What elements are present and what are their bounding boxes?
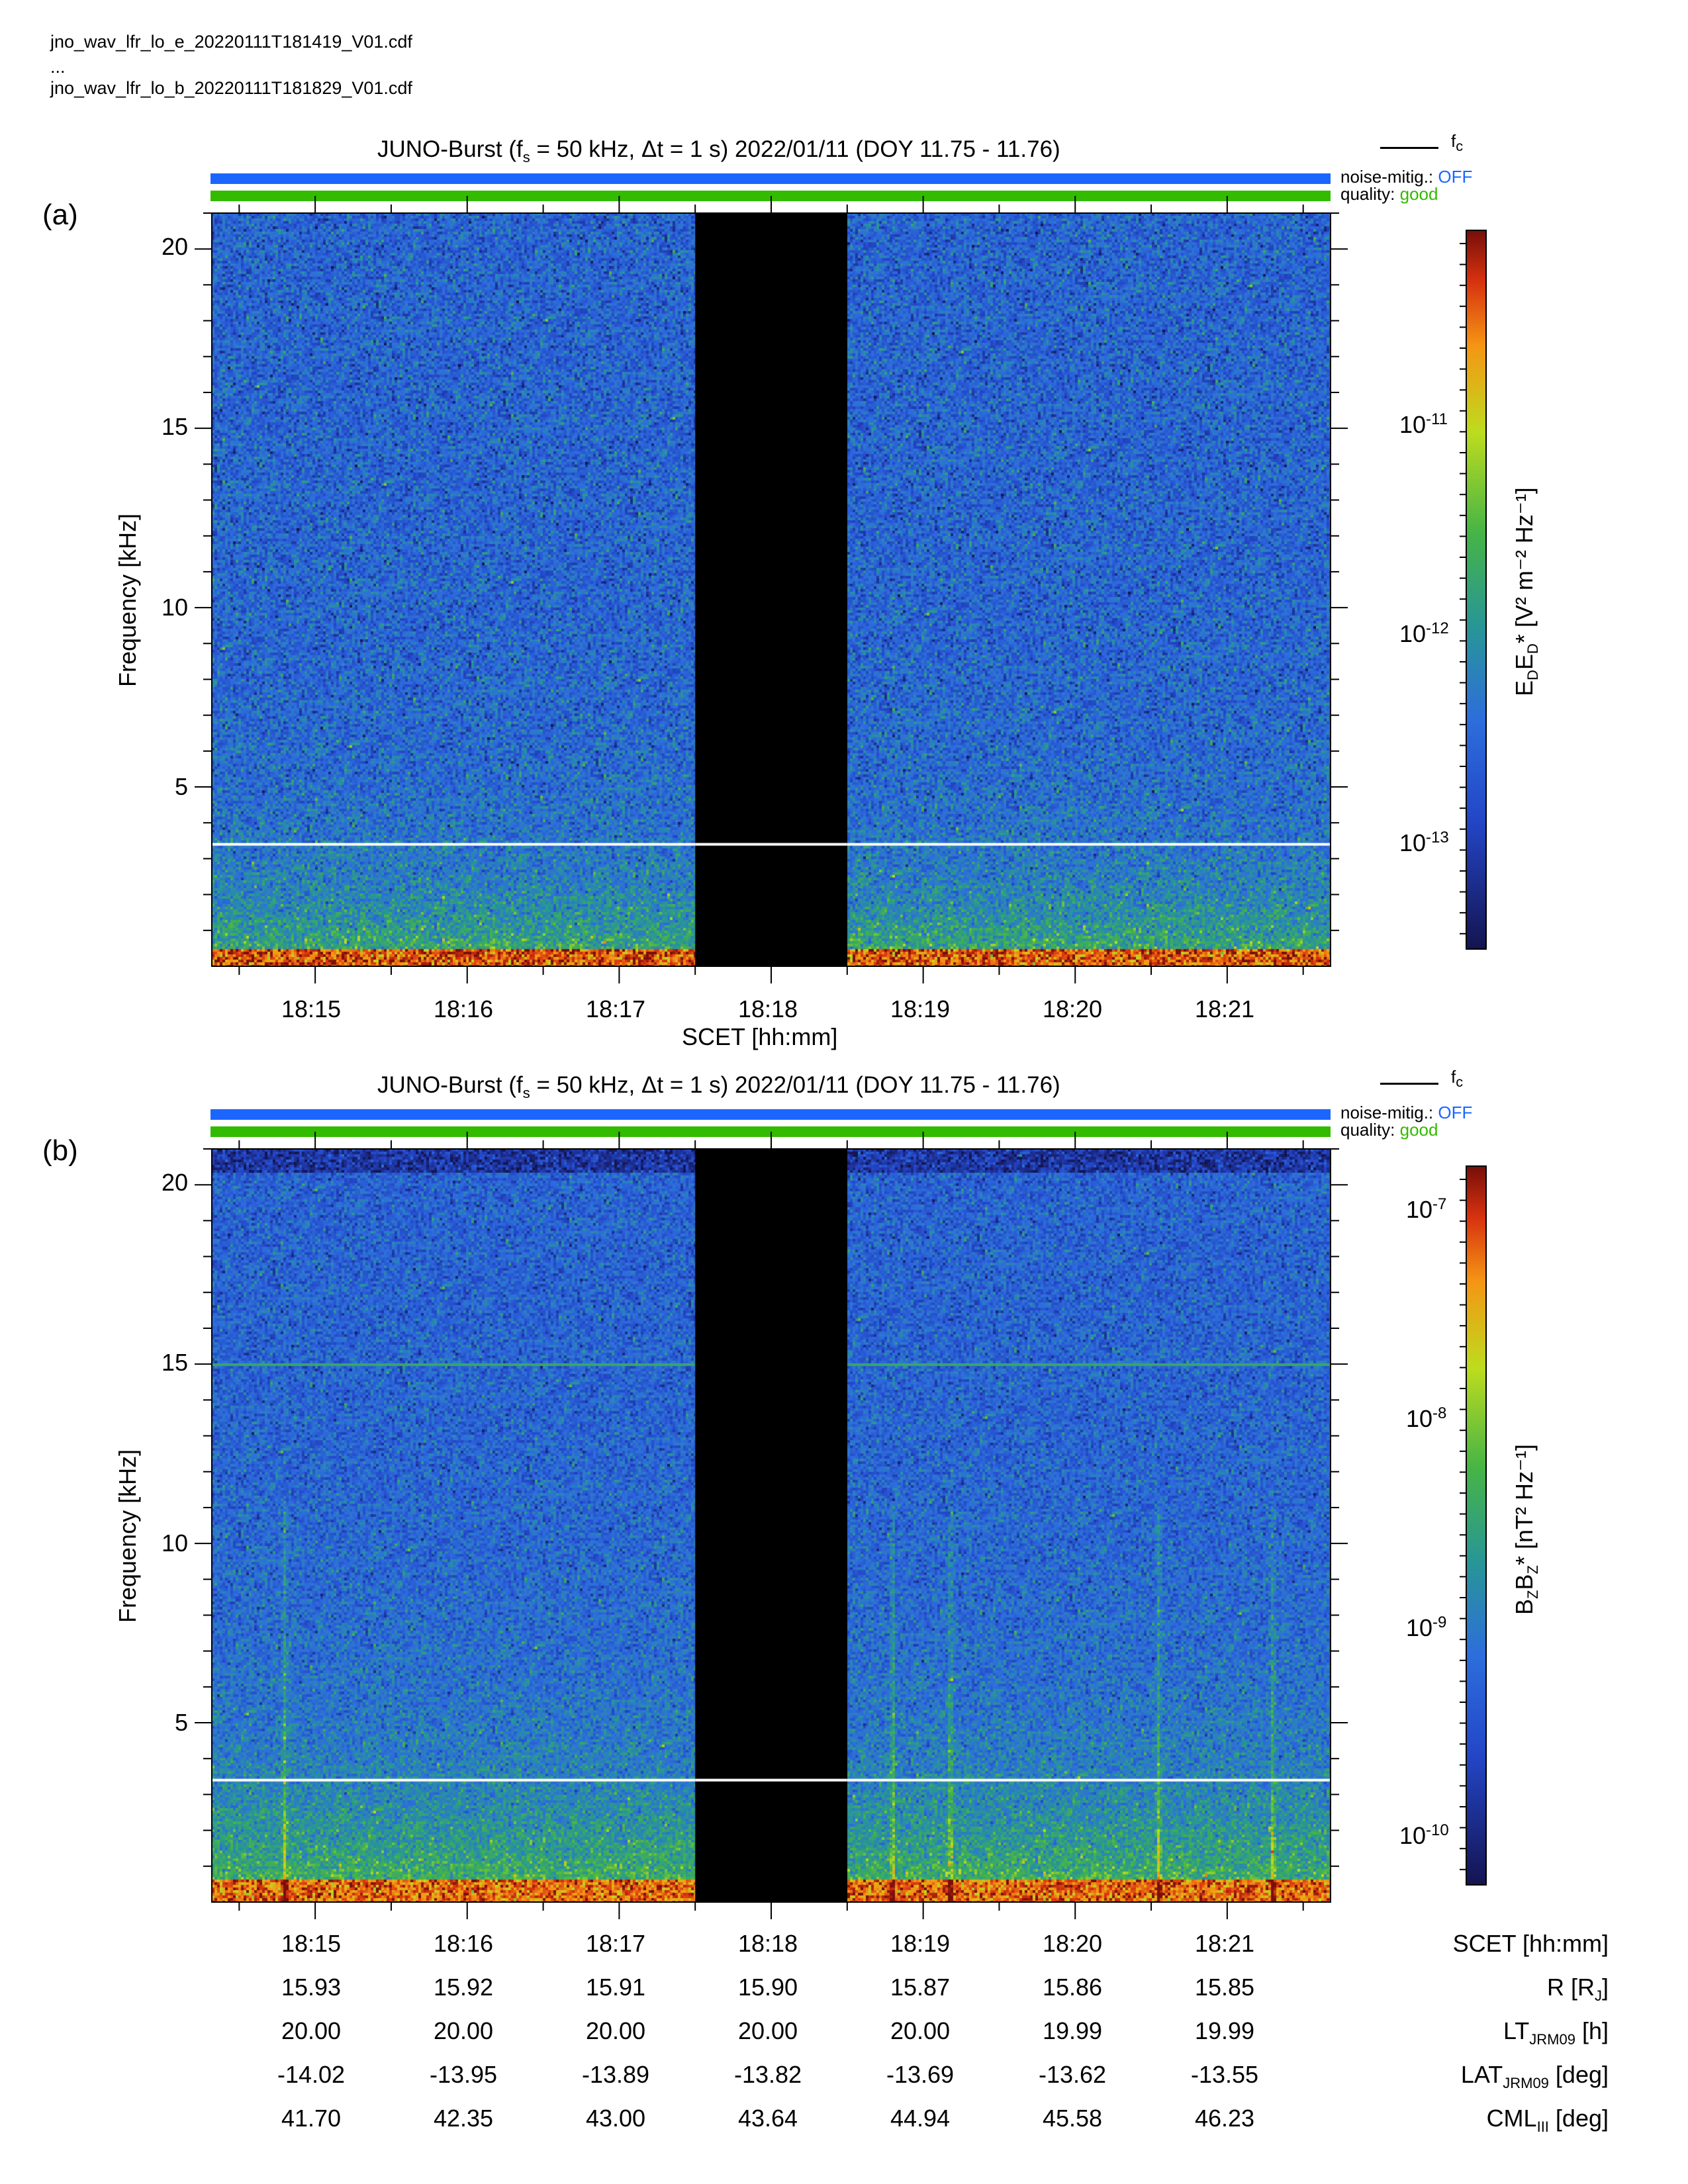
fc-legend-label-b: fc	[1451, 1067, 1464, 1091]
ephemeris-value-4-4: 44.94	[890, 2105, 951, 2132]
ephemeris-value-4-3: 43.64	[737, 2105, 798, 2132]
x-tick-a-3: 18:18	[737, 995, 798, 1023]
x-tick-a-6: 18:21	[1194, 995, 1255, 1023]
spectrogram-b	[212, 1149, 1331, 1902]
ephemeris-value-4-0: 41.70	[281, 2105, 342, 2132]
quality-legend-a: quality: good	[1340, 184, 1438, 204]
ephemeris-value-2-4: 20.00	[890, 2017, 951, 2044]
ephemeris-value-1-6: 15.85	[1194, 1974, 1255, 2001]
colorbar-a-tick-2: 10-13	[1399, 829, 1449, 856]
panel-a-title: JUNO-Burst (fs = 50 kHz, Δt = 1 s) 2022/…	[377, 136, 1060, 165]
y-tick-a-15: 15	[161, 413, 188, 440]
quality-legend-b: quality: good	[1340, 1120, 1438, 1140]
ephemeris-value-3-4: -13.69	[886, 2061, 955, 2088]
colorbar-frame-a	[1466, 230, 1487, 950]
plot-frame-a	[211, 212, 1331, 967]
spectrogram-a	[212, 213, 1331, 966]
ephemeris-row-label-0: SCET [hh:mm]	[1452, 1930, 1609, 1957]
x-tick-a-0: 18:15	[281, 995, 342, 1023]
fc-legend-label-a: fc	[1451, 131, 1464, 155]
colorbar-b-tick-2: 10-9	[1406, 1614, 1447, 1641]
ephemeris-value-4-1: 42.35	[433, 2105, 494, 2132]
ephemeris-value-0-0: 18:15	[281, 1930, 342, 1957]
x-tick-a-2: 18:17	[585, 995, 646, 1023]
noise-mitigation-bar-b	[211, 1109, 1331, 1120]
ephemeris-row-label-2: LTJRM09 [h]	[1503, 2017, 1609, 2048]
ephemeris-value-4-5: 45.58	[1042, 2105, 1103, 2132]
panel-b-title: JUNO-Burst (fs = 50 kHz, Δt = 1 s) 2022/…	[377, 1072, 1060, 1101]
colorbar-b	[1466, 1166, 1486, 1885]
ephemeris-value-3-6: -13.55	[1190, 2061, 1259, 2088]
ephemeris-value-2-3: 20.00	[737, 2017, 798, 2044]
x-tick-a-4: 18:19	[890, 995, 951, 1023]
ephemeris-value-4-6: 46.23	[1194, 2105, 1255, 2132]
noise-mitigation-legend-b: noise-mitig.: OFF	[1340, 1103, 1473, 1122]
colorbar-a-tick-0: 10-11	[1399, 410, 1448, 438]
fc-legend-line-a	[1380, 147, 1438, 149]
ephemeris-value-3-1: -13.95	[429, 2061, 498, 2088]
ephemeris-value-1-3: 15.90	[737, 1974, 798, 2001]
ephemeris-value-1-1: 15.92	[433, 1974, 494, 2001]
ephemeris-value-1-0: 15.93	[281, 1974, 342, 2001]
ephemeris-value-3-2: -13.89	[581, 2061, 650, 2088]
ephemeris-value-2-2: 20.00	[585, 2017, 646, 2044]
ephemeris-value-0-3: 18:18	[737, 1930, 798, 1957]
noise-mitigation-bar-a	[211, 173, 1331, 184]
x-tick-a-5: 18:20	[1042, 995, 1103, 1023]
ephemeris-value-3-3: -13.82	[733, 2061, 802, 2088]
ephemeris-value-0-5: 18:20	[1042, 1930, 1103, 1957]
ephemeris-value-1-4: 15.87	[890, 1974, 951, 2001]
x-axis-label-a: SCET [hh:mm]	[682, 1023, 838, 1050]
ephemeris-value-1-2: 15.91	[585, 1974, 646, 2001]
y-tick-a-20: 20	[161, 233, 188, 260]
y-tick-b-10: 10	[161, 1529, 188, 1557]
ephemeris-value-2-6: 19.99	[1194, 2017, 1255, 2044]
ephemeris-value-1-5: 15.86	[1042, 1974, 1103, 2001]
file-name-2: jno_wav_lfr_lo_b_20220111T181829_V01.cdf	[50, 78, 412, 98]
y-tick-b-15: 15	[161, 1349, 188, 1376]
ephemeris-value-0-6: 18:21	[1194, 1930, 1255, 1957]
ephemeris-value-2-1: 20.00	[433, 2017, 494, 2044]
fc-legend-line-b	[1380, 1083, 1438, 1085]
ephemeris-row-label-1: R [RJ]	[1546, 1974, 1609, 2005]
panel-b-label: (b)	[42, 1134, 78, 1167]
file-name-1: jno_wav_lfr_lo_e_20220111T181419_V01.cdf	[50, 32, 412, 52]
ephemeris-row-label-4: CMLIII [deg]	[1486, 2105, 1609, 2136]
y-tick-a-10: 10	[161, 594, 188, 621]
y-tick-b-20: 20	[161, 1169, 188, 1196]
ephemeris-value-2-5: 19.99	[1042, 2017, 1103, 2044]
colorbar-b-tick-3: 10-10	[1399, 1821, 1449, 1849]
colorbar-a	[1466, 230, 1486, 949]
panel-a-label: (a)	[42, 199, 78, 231]
ephemeris-value-2-0: 20.00	[281, 2017, 342, 2044]
file-name-ellipsis: ...	[50, 57, 66, 77]
ephemeris-value-3-0: -14.02	[277, 2061, 346, 2088]
colorbar-b-tick-0: 10-7	[1406, 1195, 1447, 1223]
ephemeris-value-0-4: 18:19	[890, 1930, 951, 1957]
y-tick-a-5: 5	[174, 773, 188, 800]
ephemeris-value-0-1: 18:16	[433, 1930, 494, 1957]
ephemeris-value-3-5: -13.62	[1038, 2061, 1107, 2088]
y-tick-b-5: 5	[174, 1709, 188, 1736]
colorbar-frame-b	[1466, 1165, 1487, 1886]
ephemeris-value-0-2: 18:17	[585, 1930, 646, 1957]
noise-mitigation-legend-a: noise-mitig.: OFF	[1340, 167, 1473, 187]
plot-frame-b	[211, 1148, 1331, 1903]
x-tick-a-1: 18:16	[433, 995, 494, 1023]
ephemeris-value-4-2: 43.00	[585, 2105, 646, 2132]
ephemeris-row-label-3: LATJRM09 [deg]	[1460, 2061, 1609, 2092]
colorbar-a-tick-1: 10-12	[1399, 619, 1449, 647]
colorbar-b-tick-1: 10-8	[1406, 1404, 1447, 1432]
